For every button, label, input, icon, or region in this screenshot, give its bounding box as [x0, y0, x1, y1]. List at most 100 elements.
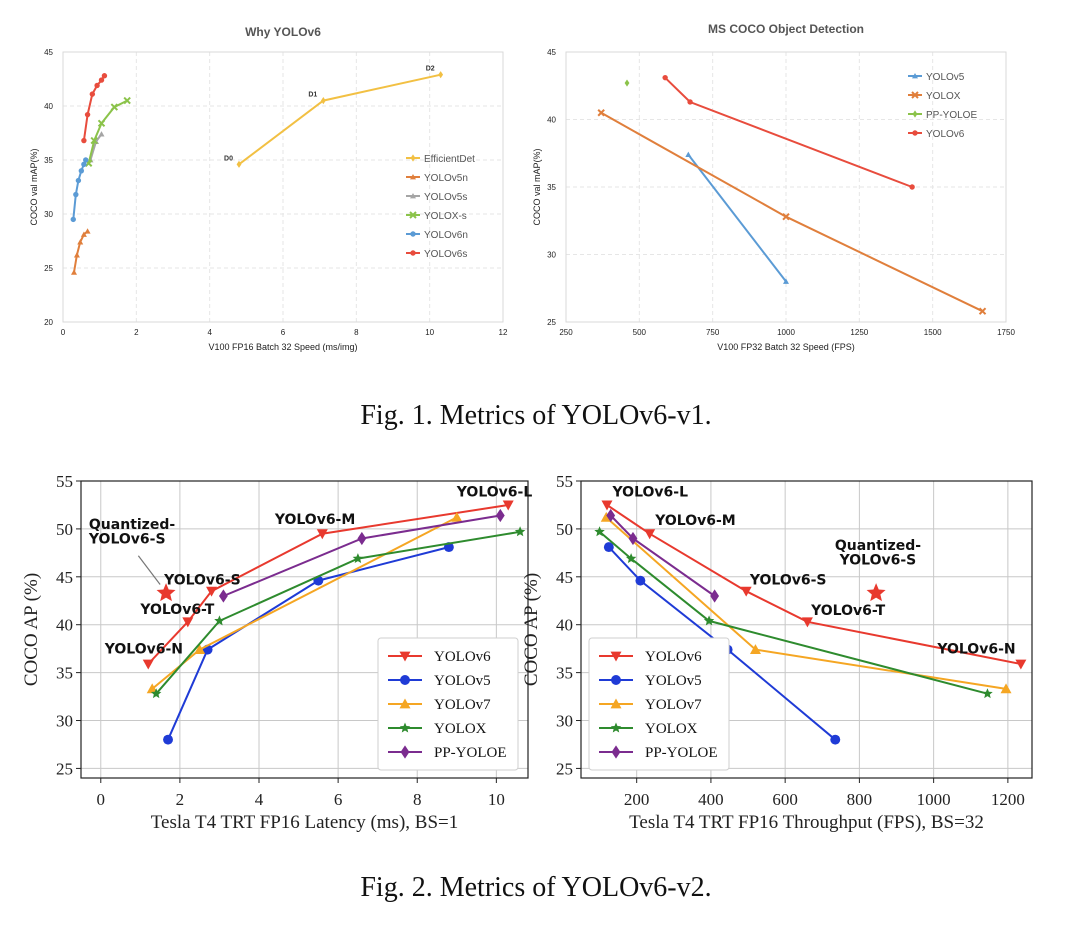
y-tick-label: 40	[44, 102, 53, 111]
data-point-yolov6	[687, 99, 693, 105]
y-tick-label: 45	[547, 48, 556, 57]
series-pp-yoloe	[606, 508, 720, 603]
data-point-yolov5n	[71, 269, 77, 275]
legend-marker	[409, 211, 417, 219]
data-point-yolov5	[685, 151, 692, 157]
legend-marker	[400, 675, 410, 685]
y-tick-label: 55	[556, 472, 573, 491]
data-point-yolov5	[783, 278, 789, 284]
series-line-yolox	[600, 111, 983, 313]
y-tick-label: 45	[556, 568, 573, 587]
legend-entry: YOLOX	[926, 91, 961, 102]
point-label: D0	[224, 155, 233, 162]
series-yolov6n	[70, 157, 89, 223]
data-point-yolov5n	[77, 239, 84, 245]
legend-entry: YOLOv6n	[424, 230, 468, 241]
data-point-yolov6	[662, 74, 668, 81]
data-point-yolov5	[635, 575, 646, 586]
data-point-yolox	[352, 553, 364, 564]
data-point-yolov6s	[101, 73, 108, 79]
legend-marker	[400, 745, 410, 759]
x-tick-label: 10	[425, 328, 434, 337]
plot-frame	[80, 480, 529, 779]
legend-c2: YOLOv5 YOLOX PP-YOLOE YOLOv6	[908, 72, 977, 140]
chart-c4: 200 400 600 800 1000 1200 25 30 35 40 45 50 55 Tesla …	[521, 472, 1033, 833]
data-point-yolov6s	[81, 137, 87, 144]
x-tick-label: 4	[255, 790, 264, 809]
y-tick-label: 20	[44, 318, 53, 327]
legend-marker	[410, 231, 416, 237]
y-axis-label: COCO AP (%)	[21, 573, 42, 686]
x-tick-label: 12	[499, 328, 508, 337]
y-axis-label: COCO val mAP(%)	[532, 148, 542, 225]
y-tick-label: 25	[556, 759, 573, 778]
data-point-yolov5	[163, 734, 173, 745]
annotation-label: YOLOv6-S	[163, 572, 241, 588]
fig1-caption: Fig. 1. Metrics of YOLOv6-v1.	[360, 400, 712, 431]
annotation-label: YOLOv6-S	[749, 572, 827, 588]
y-tick-label: 40	[556, 616, 573, 635]
x-tick-label: 250	[559, 328, 573, 337]
y-tick-label: 40	[56, 616, 73, 635]
data-point-yolov6	[801, 617, 813, 628]
legend-entry: YOLOv5	[434, 673, 491, 689]
y-axis-label: COCO val mAP(%)	[29, 148, 39, 225]
data-point-pp-yoloe	[606, 508, 616, 523]
legend-c4: YOLOv6 YOLOv5 YOLOv7 YOLOX PP-YOLOE	[588, 637, 730, 771]
quantized-yolov6-s-star	[156, 583, 176, 602]
data-point-yolox	[782, 212, 790, 221]
chart-c1: 0 2 4 6 8 10 12 20 25 30 35 40 45 V100 FP16 Batch 32 …	[29, 25, 508, 352]
series-yolox	[597, 109, 987, 315]
legend-marker	[912, 73, 918, 79]
annotation-label: YOLOv6-S	[839, 552, 917, 568]
y-tick-label: 35	[56, 664, 73, 683]
data-point-yolox-s	[97, 119, 106, 127]
x-tick-label: 2	[134, 328, 139, 337]
data-point-yolox	[703, 615, 715, 626]
legend-marker	[410, 193, 416, 199]
legend-c3: YOLOv6 YOLOv5 YOLOv7 YOLOX PP-YOLOE	[377, 637, 519, 771]
annotation-label: Quantized-	[835, 538, 921, 554]
plot-frame	[580, 480, 1033, 779]
data-point-yolov6s	[94, 82, 100, 89]
legend-entry: PP-YOLOE	[434, 745, 507, 761]
legend-entry: YOLOX	[645, 721, 698, 737]
legend-entry: YOLOv5s	[424, 192, 467, 203]
annotation-label: YOLOv6-M	[654, 513, 735, 529]
x-tick-label: 6	[281, 328, 286, 337]
legend-entry: YOLOv6s	[424, 249, 467, 260]
series-efficientdet: D0 D1 D2	[224, 66, 444, 168]
data-point-yolov6	[316, 529, 328, 540]
series-yolov6	[601, 500, 1027, 670]
x-axis-label: V100 FP16 Batch 32 Speed (ms/img)	[208, 342, 357, 352]
y-tick-label: 25	[547, 318, 556, 327]
data-point-yolov6n	[83, 157, 89, 163]
x-tick-label: 800	[847, 790, 873, 809]
y-tick-label: 40	[547, 116, 556, 125]
series-yolov5	[163, 542, 454, 745]
legend-entry: YOLOv7	[434, 697, 491, 713]
quantized-yolov6-s-star	[866, 583, 886, 602]
y-tick-label: 30	[44, 210, 53, 219]
data-point-yolov6n	[78, 168, 85, 174]
point-label: D2	[426, 66, 435, 73]
data-point-yolov7	[749, 644, 761, 655]
series-line-yolox-s	[87, 99, 128, 164]
legend-marker	[611, 745, 621, 759]
x-tick-label: 500	[633, 328, 647, 337]
data-point-yolov7	[146, 683, 158, 694]
x-tick-label: 1500	[924, 328, 942, 337]
series-yolov5n	[71, 228, 91, 275]
annotation-label: YOLOv6-M	[274, 512, 355, 528]
legend-entry: YOLOv6	[926, 129, 965, 140]
x-tick-label: 8	[354, 328, 359, 337]
data-point-yolov6	[182, 617, 194, 628]
data-point-pp-yoloe	[495, 508, 505, 523]
data-point-yolov7	[1000, 683, 1012, 694]
x-axis-label: Tesla T4 TRT FP16 Latency (ms), BS=1	[151, 812, 459, 833]
legend-marker	[410, 154, 416, 162]
legend-entry: YOLOX	[434, 721, 487, 737]
data-point-pp-yoloe	[624, 79, 630, 87]
x-axis-label: V100 FP32 Batch 32 Speed (FPS)	[717, 342, 855, 352]
x-tick-label: 8	[413, 790, 422, 809]
